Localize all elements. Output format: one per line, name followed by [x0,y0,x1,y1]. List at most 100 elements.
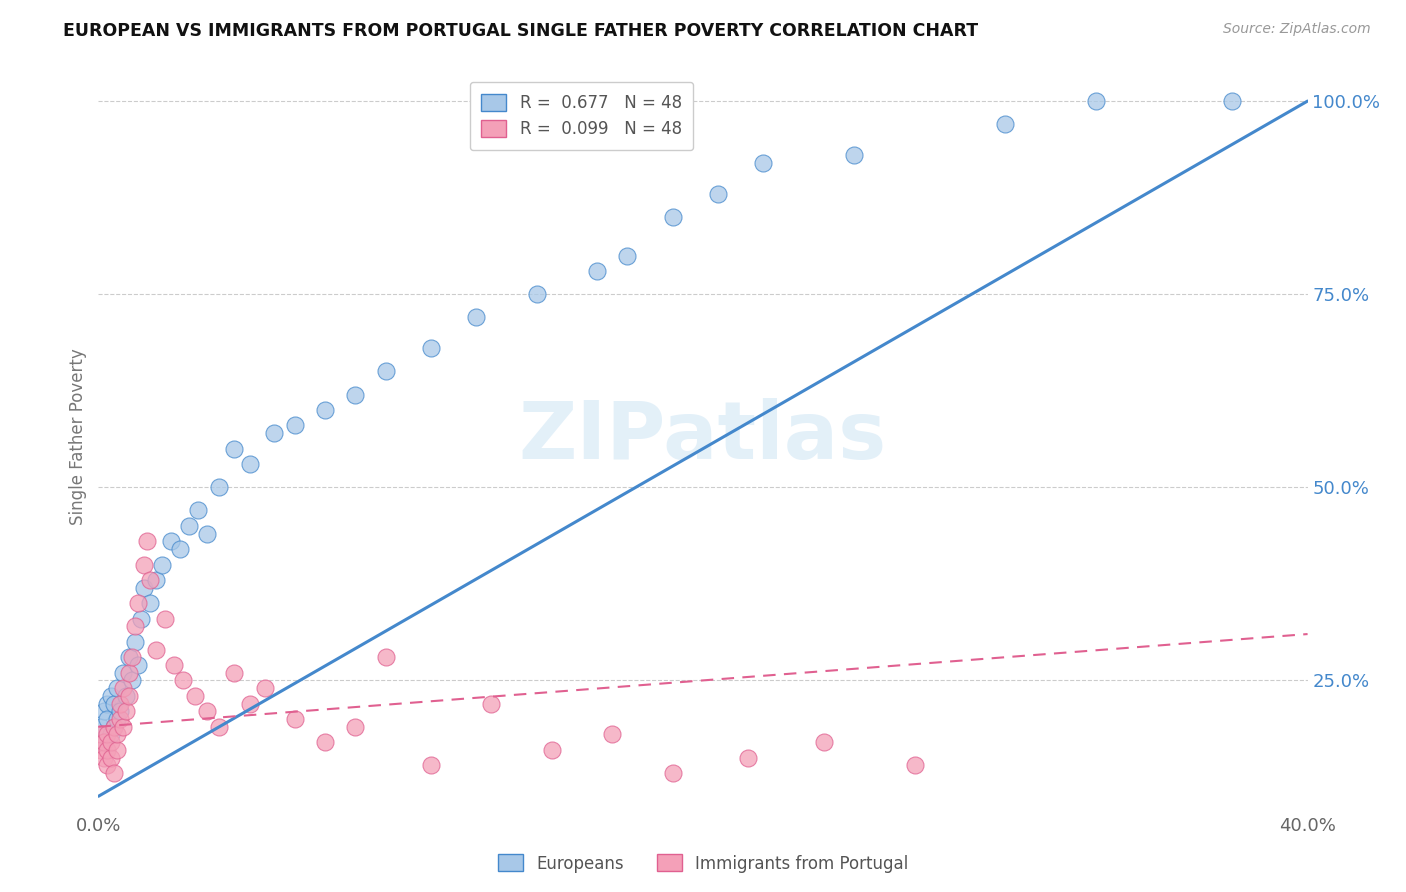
Point [169,542,191,557]
Point [103,720,125,734]
Point [111,720,134,734]
Point [96,727,118,741]
Point [124,634,146,648]
Point [374,364,396,378]
Point [105,727,128,741]
Point [100,750,122,764]
Point [139,573,162,587]
Point [195,704,218,718]
Point [314,735,336,749]
Point [208,720,231,734]
Point [526,287,548,301]
Point [100,689,122,703]
Point [93,735,115,749]
Point [129,612,152,626]
Point [118,650,141,665]
Point [118,665,141,680]
Point [752,156,775,170]
Point [586,264,609,278]
Text: EUROPEAN VS IMMIGRANTS FROM PORTUGAL SINGLE FATHER POVERTY CORRELATION CHART: EUROPEAN VS IMMIGRANTS FROM PORTUGAL SIN… [63,22,979,40]
Point [135,534,157,549]
Point [132,581,155,595]
Point [344,387,367,401]
Point [93,704,115,718]
Point [153,612,176,626]
Point [108,704,131,718]
Point [344,720,367,734]
Point [108,697,131,711]
Point [239,457,262,471]
Point [284,418,307,433]
Point [96,697,118,711]
Point [139,596,162,610]
Y-axis label: Single Father Poverty: Single Father Poverty [69,349,87,525]
Point [145,573,167,587]
Text: ZIPatlas: ZIPatlas [519,398,887,476]
Point [602,727,624,741]
Point [179,519,201,533]
Point [114,689,136,703]
Point [904,758,927,772]
Point [118,689,141,703]
Point [374,650,396,665]
Point [103,720,125,734]
Point [93,750,115,764]
Point [121,650,143,665]
Point [96,743,118,757]
Point [108,712,131,726]
Point [111,681,134,695]
Point [127,657,149,672]
Point [540,743,562,757]
Point [994,117,1017,131]
Point [90,743,112,757]
Point [90,720,112,734]
Point [661,766,683,780]
Point [661,210,683,224]
Point [420,341,443,355]
Point [121,673,143,688]
Point [114,704,136,718]
Point [314,403,336,417]
Point [100,735,122,749]
Point [481,697,503,711]
Point [239,697,262,711]
Point [616,248,638,262]
Text: Source: ZipAtlas.com: Source: ZipAtlas.com [1223,22,1371,37]
Point [105,712,128,726]
Point [187,503,209,517]
Point [184,689,207,703]
Point [111,665,134,680]
Point [150,558,173,572]
Point [103,766,125,780]
Point [844,148,866,162]
Point [707,186,730,201]
Point [263,426,285,441]
Point [172,673,194,688]
Point [253,681,276,695]
Point [208,480,231,494]
Point [132,558,155,572]
Point [105,681,128,695]
Point [124,619,146,633]
Point [160,534,183,549]
Point [163,657,186,672]
Point [224,442,246,456]
Point [1220,94,1243,108]
Point [284,712,307,726]
Point [103,697,125,711]
Point [195,526,218,541]
Point [93,735,115,749]
Point [96,758,118,772]
Point [105,743,128,757]
Point [465,310,488,325]
Point [420,758,443,772]
Point [813,735,835,749]
Legend: R =  0.677   N = 48, R =  0.099   N = 48: R = 0.677 N = 48, R = 0.099 N = 48 [470,82,693,150]
Point [90,727,112,741]
Point [100,727,122,741]
Point [96,712,118,726]
Point [737,750,759,764]
Point [127,596,149,610]
Point [224,665,246,680]
Point [145,642,167,657]
